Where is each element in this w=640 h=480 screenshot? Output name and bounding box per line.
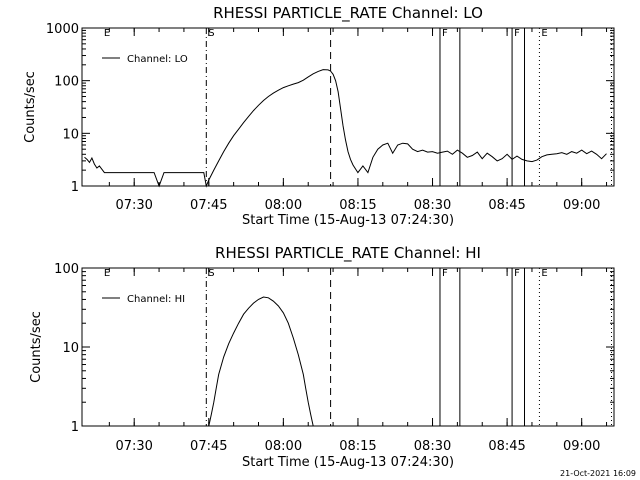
event-marker-label: F: [514, 28, 520, 39]
x-tick-label: 08:15: [339, 198, 376, 213]
y-tick-label: 10: [62, 127, 79, 142]
x-tick-label: 08:45: [488, 198, 525, 213]
x-tick-label: 08:45: [488, 439, 525, 454]
x-axis-label: Start Time (15-Aug-13 07:24:30): [242, 213, 454, 228]
plot-frame: [81, 27, 615, 187]
event-marker-label: S: [208, 28, 214, 39]
x-tick-label: 08:30: [414, 198, 451, 213]
y-tick-label: 100: [54, 262, 79, 277]
y-tick-label: 1000: [46, 22, 79, 37]
y-tick-label: 100: [54, 75, 79, 90]
plot-frame: [81, 267, 615, 427]
chart-panel-hi: RHESSI PARTICLE_RATE Channel: HI 1 10 100 07…: [29, 244, 615, 470]
event-marker-label: F: [442, 28, 448, 39]
event-marker-label: S: [208, 268, 214, 279]
y-tick-label: 1: [71, 180, 79, 195]
chart-title: RHESSI PARTICLE_RATE Channel: HI: [215, 244, 481, 263]
legend-label: Channel: HI: [127, 294, 185, 305]
event-marker-label: E: [104, 268, 110, 279]
y-axis-label: Counts/sec: [23, 71, 38, 143]
y-tick-label: 10: [62, 341, 79, 356]
x-tick-label: 09:00: [563, 198, 600, 213]
x-tick-label: 07:45: [190, 439, 227, 454]
event-marker-label: E: [541, 28, 547, 39]
x-tick-label: 07:30: [115, 439, 152, 454]
series-line-lo: [84, 69, 607, 188]
chart-panel-lo: RHESSI PARTICLE_RATE Channel: LO 1 10 100 10…: [23, 4, 615, 228]
y-axis-label: Counts/sec: [29, 311, 44, 383]
x-tick-label: 08:15: [339, 439, 376, 454]
x-tick-label: 08:00: [265, 439, 302, 454]
event-marker-label: E: [541, 268, 547, 279]
series-line-hi: [208, 296, 314, 427]
x-tick-label: 08:00: [265, 198, 302, 213]
event-marker-label: E: [104, 28, 110, 39]
x-tick-label: 09:00: [563, 439, 600, 454]
chart-title: RHESSI PARTICLE_RATE Channel: LO: [213, 4, 483, 23]
event-marker-label: F: [442, 268, 448, 279]
x-tick-label: 07:45: [190, 198, 227, 213]
event-marker-label: F: [514, 268, 520, 279]
x-tick-label: 08:30: [414, 439, 451, 454]
y-tick-label: 1: [71, 420, 79, 435]
timestamp-label: 21-Oct-2021 16:09: [560, 469, 636, 478]
legend-label: Channel: LO: [127, 54, 188, 65]
x-axis-label: Start Time (15-Aug-13 07:24:30): [242, 455, 454, 470]
x-tick-label: 07:30: [115, 198, 152, 213]
